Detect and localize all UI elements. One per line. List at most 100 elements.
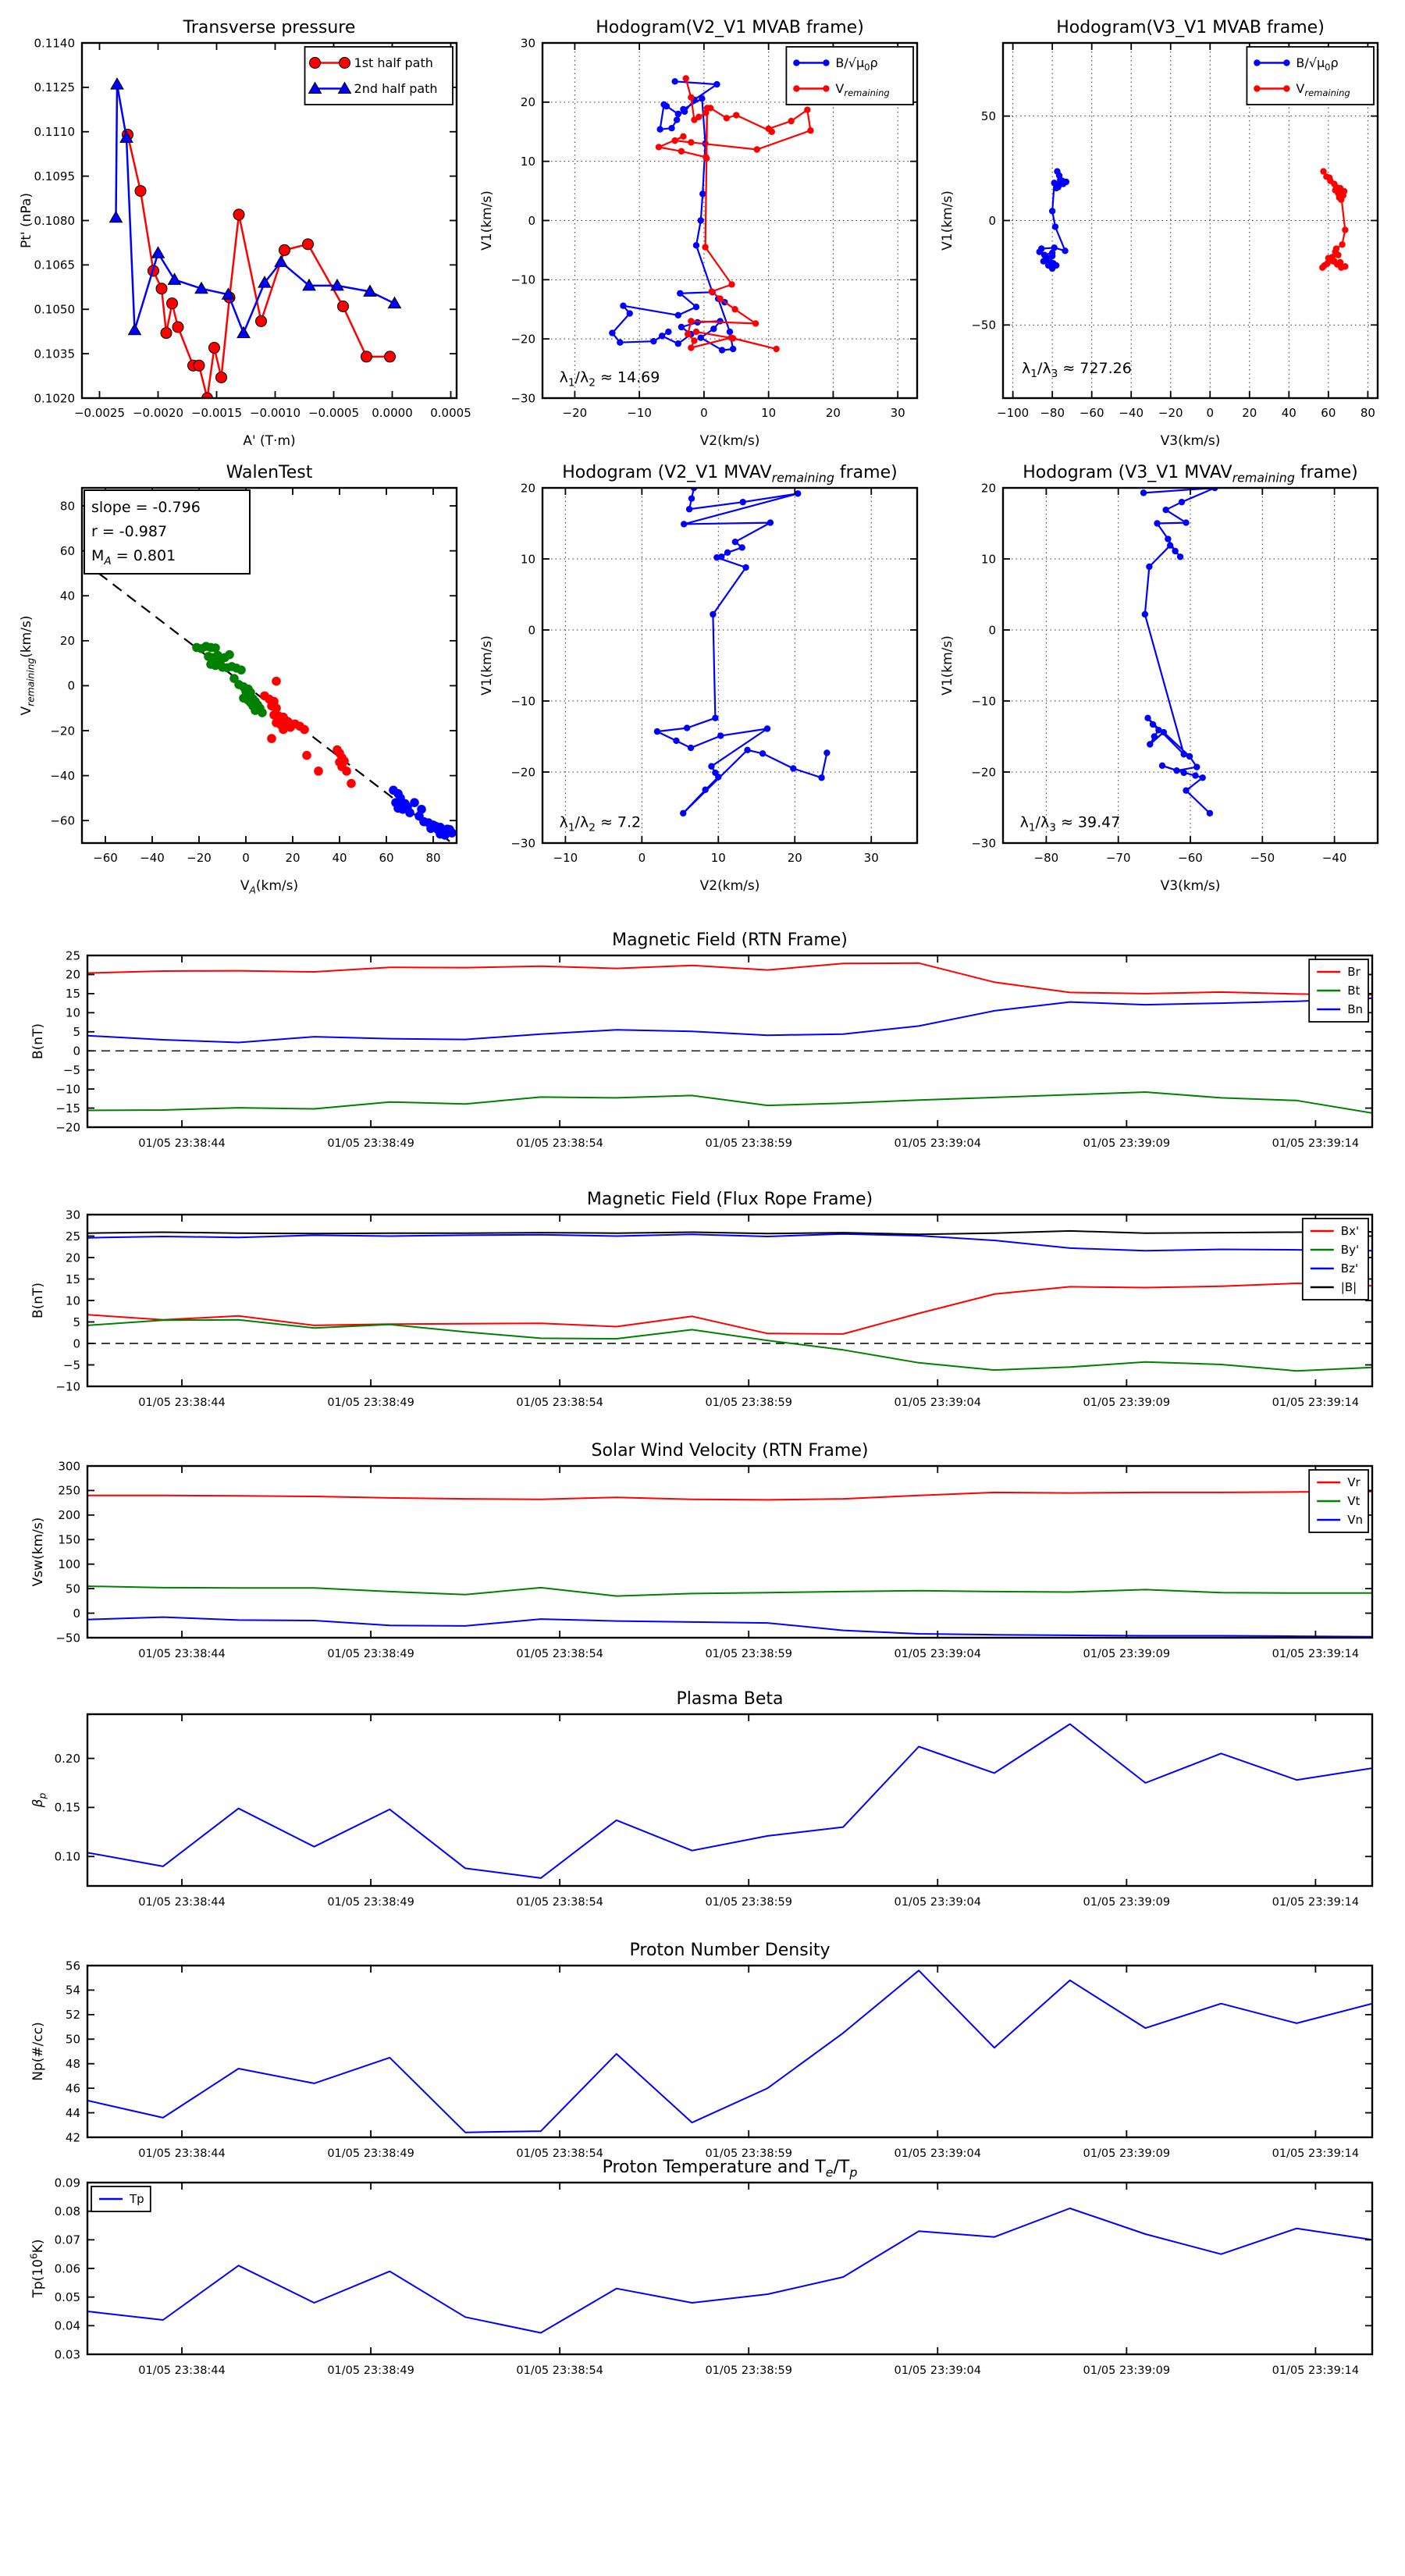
svg-text:0.0000: 0.0000 [372,406,413,420]
svg-text:V2(km/s): V2(km/s) [700,433,760,449]
svg-text:Np(#/cc): Np(#/cc) [30,2022,46,2080]
svg-text:Hodogram(V2_V1 MVAB frame): Hodogram(V2_V1 MVAB frame) [596,18,864,37]
svg-text:40: 40 [60,589,75,603]
svg-text:20: 20 [285,851,300,865]
svg-text:−30: −30 [510,391,535,405]
svg-text:01/05 23:38:59: 01/05 23:38:59 [705,1648,792,1660]
svg-text:15: 15 [66,1272,80,1286]
svg-text:1st half path: 1st half path [354,55,433,70]
svg-text:20: 20 [66,968,80,982]
svg-text:10: 10 [521,552,535,566]
svg-text:V1(km/s): V1(km/s) [479,190,495,251]
svg-text:λ1/λ2 ≈ 7.2: λ1/λ2 ≈ 7.2 [560,814,642,834]
svg-text:Transverse pressure: Transverse pressure [183,18,356,37]
svg-text:Vn: Vn [1347,1513,1363,1527]
svg-text:20: 20 [60,634,75,648]
svg-text:V1(km/s): V1(km/s) [479,635,495,696]
svg-text:Tp: Tp [129,2192,144,2206]
svg-text:01/05 23:38:49: 01/05 23:38:49 [327,1137,414,1150]
svg-text:λ1/λ2 ≈ 14.69: λ1/λ2 ≈ 14.69 [560,369,660,390]
svg-text:0.05: 0.05 [55,2290,80,2304]
svg-text:−50: −50 [55,1631,80,1645]
svg-text:Proton Number Density: Proton Number Density [630,1941,831,1960]
svg-text:Magnetic Field (Flux Rope Fram: Magnetic Field (Flux Rope Frame) [587,1190,873,1209]
svg-text:VA(km/s): VA(km/s) [240,878,298,895]
svg-text:B/√μ0ρ: B/√μ0ρ [835,55,877,73]
svg-text:0.04: 0.04 [55,2319,80,2333]
svg-text:01/05 23:38:54: 01/05 23:38:54 [516,1397,603,1409]
svg-text:0: 0 [988,214,996,228]
svg-text:10: 10 [981,552,996,566]
svg-text:01/05 23:38:54: 01/05 23:38:54 [516,1137,603,1150]
svg-text:20: 20 [826,406,841,420]
svg-text:5: 5 [73,1025,80,1039]
svg-text:−10: −10 [55,1379,80,1393]
svg-text:Proton Temperature and Te/Tp: Proton Temperature and Te/Tp [603,2158,858,2180]
svg-text:−20: −20 [510,765,535,779]
svg-text:01/05 23:39:14: 01/05 23:39:14 [1272,1137,1360,1150]
svg-text:Vremaining(km/s): Vremaining(km/s) [19,616,36,716]
svg-text:54: 54 [66,1984,80,1998]
svg-text:01/05 23:38:44: 01/05 23:38:44 [138,2147,226,2160]
svg-text:200: 200 [58,1508,80,1522]
svg-text:01/05 23:38:44: 01/05 23:38:44 [138,2364,226,2377]
svg-text:01/05 23:38:54: 01/05 23:38:54 [516,2147,603,2160]
svg-text:0: 0 [1206,406,1214,420]
svg-text:01/05 23:39:04: 01/05 23:39:04 [894,2364,981,2377]
svg-text:0: 0 [67,679,75,693]
svg-text:A' (T·m): A' (T·m) [243,433,295,449]
svg-text:01/05 23:39:04: 01/05 23:39:04 [894,1397,981,1409]
svg-text:10: 10 [66,1293,80,1308]
svg-text:−10: −10 [510,273,535,287]
svg-text:−50: −50 [1250,851,1275,865]
svg-text:−0.0010: −0.0010 [250,406,301,420]
svg-text:−10: −10 [971,694,996,708]
svg-text:−20: −20 [510,332,535,346]
svg-text:30: 30 [66,1208,80,1222]
svg-text:−60: −60 [1080,406,1104,420]
svg-text:25: 25 [66,948,80,962]
svg-text:−60: −60 [1178,851,1203,865]
svg-text:0.1035: 0.1035 [34,347,76,361]
svg-text:−60: −60 [50,813,75,827]
svg-text:01/05 23:38:49: 01/05 23:38:49 [327,2364,414,2377]
svg-text:20: 20 [981,481,996,495]
svg-text:Vremaining: Vremaining [835,81,889,98]
svg-text:0.03: 0.03 [55,2347,80,2361]
svg-text:01/05 23:39:09: 01/05 23:39:09 [1083,1397,1171,1409]
svg-text:−5: −5 [63,1358,80,1372]
svg-text:V2(km/s): V2(km/s) [700,878,760,894]
svg-text:01/05 23:39:09: 01/05 23:39:09 [1083,2147,1171,2160]
svg-text:30: 30 [864,851,879,865]
svg-text:V1(km/s): V1(km/s) [940,190,955,251]
svg-text:−20: −20 [55,1120,80,1134]
svg-text:60: 60 [1321,406,1336,420]
svg-text:−100: −100 [997,406,1029,420]
svg-text:Plasma Beta: Plasma Beta [677,1689,784,1709]
svg-text:−40: −40 [1322,851,1347,865]
svg-text:01/05 23:38:59: 01/05 23:38:59 [705,1397,792,1409]
svg-text:01/05 23:38:44: 01/05 23:38:44 [138,1137,226,1150]
svg-text:20: 20 [1242,406,1257,420]
svg-text:Vt: Vt [1347,1494,1360,1508]
svg-text:10: 10 [761,406,776,420]
svg-text:100: 100 [58,1557,80,1571]
svg-text:01/05 23:38:54: 01/05 23:38:54 [516,1648,603,1660]
svg-text:B(nT): B(nT) [30,1023,46,1059]
svg-text:01/05 23:38:44: 01/05 23:38:44 [138,1896,226,1909]
svg-text:20: 20 [788,851,802,865]
svg-text:5: 5 [73,1315,80,1329]
svg-text:WalenTest: WalenTest [226,463,313,482]
svg-text:50: 50 [66,1582,80,1596]
svg-text:0.1020: 0.1020 [34,391,76,405]
svg-text:Vr: Vr [1347,1475,1361,1489]
svg-text:−20: −20 [1158,406,1183,420]
svg-text:Vsw(km/s): Vsw(km/s) [30,1517,46,1587]
svg-text:01/05 23:38:49: 01/05 23:38:49 [327,1648,414,1660]
svg-text:−0.0005: −0.0005 [308,406,359,420]
svg-text:−40: −40 [1119,406,1144,420]
svg-text:−10: −10 [553,851,578,865]
svg-text:−0.0025: −0.0025 [74,406,125,420]
svg-text:0.1095: 0.1095 [34,169,76,183]
svg-text:0: 0 [73,1044,80,1058]
